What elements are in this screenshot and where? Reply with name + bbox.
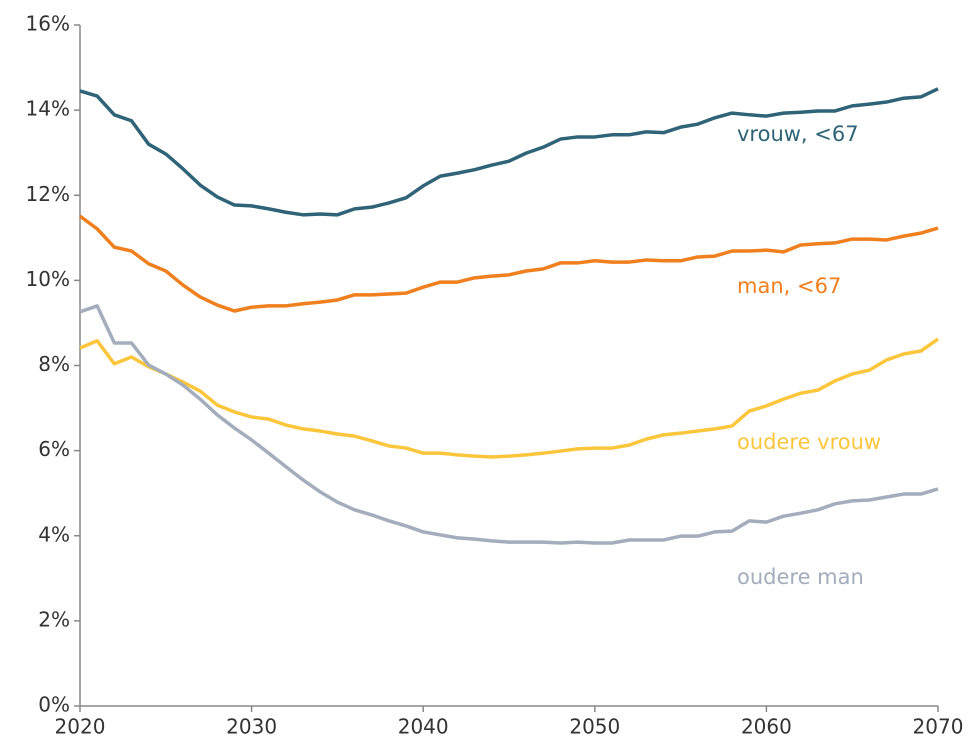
series-label: oudere vrouw xyxy=(737,430,881,454)
series-line xyxy=(79,337,939,459)
y-tick-label: 12% xyxy=(26,182,70,206)
series-label: oudere man xyxy=(737,565,864,589)
series-line xyxy=(78,214,939,313)
series-label: vrouw, <67 xyxy=(737,122,859,146)
x-tick-label: 2060 xyxy=(741,715,792,739)
x-tick-label: 2070 xyxy=(913,715,964,739)
y-tick-label: 6% xyxy=(38,437,70,461)
y-tick-label: 4% xyxy=(38,522,70,546)
x-tick-label: 2050 xyxy=(569,715,620,739)
series-line xyxy=(79,304,939,545)
y-tick-label: 0% xyxy=(38,693,70,717)
series-line xyxy=(79,87,939,217)
y-tick-label: 10% xyxy=(26,267,70,291)
y-tick-label: 2% xyxy=(38,607,70,631)
y-tick-label: 8% xyxy=(38,352,70,376)
x-tick-label: 2040 xyxy=(398,715,449,739)
y-tick-label: 16% xyxy=(26,12,70,36)
x-tick-label: 2030 xyxy=(226,715,277,739)
y-tick-label: 14% xyxy=(26,97,70,121)
series-label: man, <67 xyxy=(737,274,841,298)
x-tick-label: 2020 xyxy=(55,715,106,739)
